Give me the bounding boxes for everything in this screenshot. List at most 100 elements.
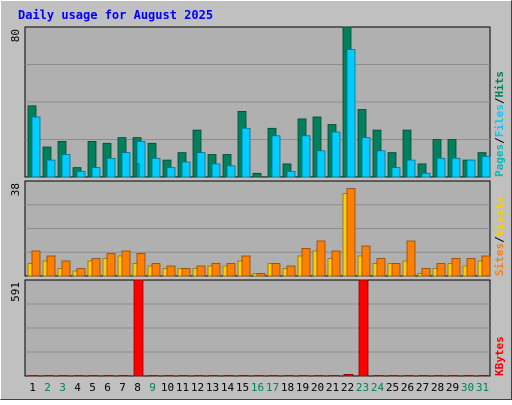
bar-files-day-30	[466, 159, 476, 178]
bar-kbytes-day-25	[388, 375, 399, 377]
bar-files-day-28	[436, 157, 446, 178]
x-tick-label-day-16: 16	[251, 381, 264, 394]
bar-sites-day-30	[466, 258, 476, 277]
bar-kbytes-day-1	[28, 375, 39, 377]
x-tick-label-day-11: 11	[176, 381, 189, 394]
x-axis: 1 2 3 4 5 6 7 8 9 10 11 12 13 14 15 16 17 18 19 20 21 22 23 24 2…	[29, 381, 489, 394]
x-tick-label-day-1: 1	[29, 381, 36, 394]
bar-sites-day-11	[181, 268, 191, 277]
x-tick-label-day-13: 13	[206, 381, 219, 394]
bar-kbytes-day-7	[118, 375, 129, 377]
panel-hits-files-pages: 80	[9, 26, 491, 178]
bar-kbytes-day-30	[463, 375, 474, 377]
bar-files-day-14	[226, 165, 236, 178]
bar-kbytes-day-8	[133, 279, 144, 377]
legend-hits-files-pages: Pages/Files/Hits	[493, 71, 506, 177]
bar-sites-day-23	[361, 245, 371, 277]
bar-sites-day-28	[436, 263, 446, 277]
bar-kbytes-day-3	[58, 375, 69, 377]
bar-files-day-22	[346, 49, 356, 178]
bar-kbytes-day-14	[223, 375, 234, 377]
bar-kbytes-day-28	[433, 375, 444, 377]
x-tick-label-day-12: 12	[191, 381, 204, 394]
legend-separator: /	[493, 137, 506, 144]
x-tick-label-day-24: 24	[371, 381, 385, 394]
bar-hits-day-16	[252, 172, 262, 178]
x-tick-label-day-18: 18	[281, 381, 294, 394]
bar-kbytes-day-11	[178, 375, 189, 377]
bar-sites-day-8	[136, 253, 146, 277]
x-tick-label-day-10: 10	[161, 381, 174, 394]
bar-files-day-6	[106, 157, 116, 178]
legend-separator: /	[493, 236, 506, 243]
bar-files-day-2	[46, 159, 56, 178]
bar-files-day-21	[331, 131, 341, 178]
bar-files-day-7	[121, 152, 131, 178]
bar-files-day-17	[271, 135, 281, 178]
panel-kbytes-max-label: 591	[9, 282, 22, 302]
x-tick-label-day-2: 2	[44, 381, 51, 394]
x-tick-label-day-6: 6	[104, 381, 111, 394]
bar-kbytes-day-27	[418, 375, 429, 377]
bar-files-day-26	[406, 159, 416, 178]
bar-files-day-8	[136, 140, 146, 178]
bar-kbytes-day-2	[43, 375, 54, 377]
bar-kbytes-day-20	[313, 375, 324, 377]
legend-separator: /	[493, 97, 506, 104]
bar-kbytes-day-6	[103, 375, 114, 377]
panel-visits-sites-max-label: 38	[9, 183, 22, 196]
chart-panels: 80 38 591	[9, 26, 491, 377]
x-tick-label-day-26: 26	[401, 381, 414, 394]
bar-sites-day-25	[391, 263, 401, 277]
x-tick-label-day-31: 31	[476, 381, 489, 394]
x-tick-label-day-3: 3	[59, 381, 66, 394]
bar-files-day-13	[211, 163, 221, 178]
bar-sites-day-22	[346, 188, 356, 277]
bar-kbytes-day-19	[298, 375, 309, 377]
bar-sites-day-5	[91, 258, 101, 277]
legend-entry-sites: Sites	[493, 243, 506, 276]
bar-sites-day-7	[121, 250, 131, 277]
x-tick-label-day-14: 14	[221, 381, 235, 394]
x-tick-label-day-22: 22	[341, 381, 354, 394]
bar-sites-day-20	[316, 240, 326, 277]
bar-sites-day-16	[256, 273, 266, 277]
x-tick-label-day-27: 27	[416, 381, 429, 394]
bar-files-day-23	[361, 137, 371, 178]
x-tick-label-day-21: 21	[326, 381, 339, 394]
bar-files-day-15	[241, 127, 251, 178]
x-tick-label-day-23: 23	[356, 381, 369, 394]
bar-kbytes-day-26	[403, 375, 414, 377]
x-tick-label-day-25: 25	[386, 381, 399, 394]
bar-kbytes-day-29	[448, 375, 459, 377]
x-tick-label-day-15: 15	[236, 381, 249, 394]
bar-files-day-1	[31, 116, 41, 178]
bar-files-day-12	[196, 152, 206, 178]
bar-kbytes-day-12	[193, 375, 204, 377]
bar-files-day-31	[481, 155, 491, 178]
bar-files-day-4	[76, 170, 86, 178]
bar-files-day-19	[301, 135, 311, 178]
bar-kbytes-day-15	[238, 375, 249, 377]
bar-sites-day-10	[166, 265, 176, 277]
bar-files-day-11	[181, 161, 191, 178]
x-tick-label-day-8: 8	[134, 381, 141, 394]
bar-kbytes-day-23	[358, 279, 369, 377]
x-tick-label-day-7: 7	[119, 381, 126, 394]
bar-sites-day-18	[286, 265, 296, 277]
x-tick-label-day-30: 30	[461, 381, 474, 394]
bar-sites-day-6	[106, 253, 116, 277]
panel-kbytes: 591	[9, 279, 491, 377]
chart-title: Daily usage for August 2025	[18, 8, 213, 22]
bar-kbytes-day-10	[163, 375, 174, 377]
bar-sites-day-1	[31, 250, 41, 277]
x-tick-label-day-17: 17	[266, 381, 279, 394]
panel-visits-sites: 38	[9, 180, 491, 277]
bar-files-day-25	[391, 167, 401, 178]
bar-kbytes-day-9	[148, 375, 159, 377]
bar-files-day-10	[166, 167, 176, 178]
